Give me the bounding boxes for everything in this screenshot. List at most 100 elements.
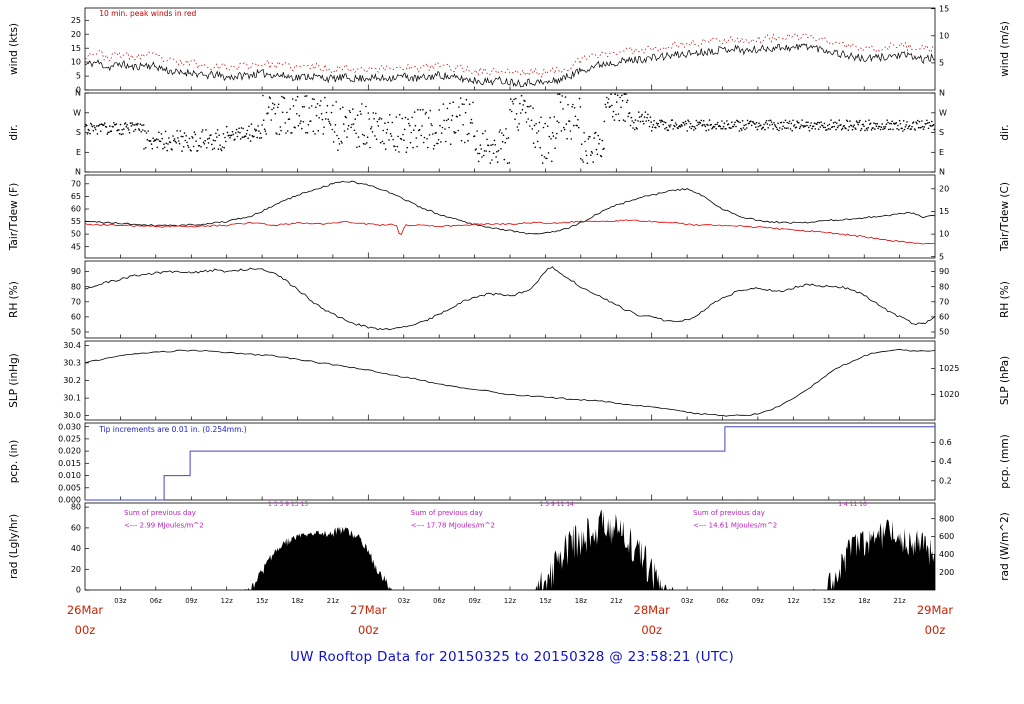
wind-direction-scatter: [84, 93, 936, 165]
xtick-minor-label: 06z: [716, 597, 729, 605]
ytick-left: 0.005: [58, 483, 81, 492]
ytick-left: 70: [71, 179, 81, 188]
xtick-minor-label: 21z: [893, 597, 906, 605]
ytick-left: 50: [71, 328, 81, 337]
axis-label-left: rad (Lgly/hr): [8, 514, 20, 579]
xtick-minor-label: 12z: [787, 597, 800, 605]
ytick-right: S: [939, 128, 944, 137]
ytick-left: 50: [71, 230, 81, 239]
ytick-left: 0: [76, 586, 81, 595]
xtick-minor-label: 15z: [823, 597, 836, 605]
axis-label-right: RH (%): [999, 281, 1011, 318]
xtick-minor-label: 21z: [610, 597, 623, 605]
axis-label-right: wind (m/s): [999, 21, 1011, 77]
xtick-major-hour: 00z: [641, 623, 662, 637]
panel-annotation: <--- 14.61 MJoules/m^2: [693, 521, 777, 529]
xtick-minor-label: 18z: [575, 597, 588, 605]
panel-annotation: 1 4 11 16: [838, 501, 867, 508]
ytick-left: 0.025: [58, 435, 81, 444]
ytick-left: 20: [71, 30, 81, 39]
xtick-minor-label: 15z: [256, 597, 269, 605]
xtick-minor-label: 18z: [291, 597, 304, 605]
ytick-left: 0.030: [58, 422, 81, 431]
ytick-right: 15: [939, 4, 949, 13]
xtick-minor-label: 03z: [681, 597, 694, 605]
xtick-major-date: 27Mar: [350, 603, 387, 617]
ytick-left: 0.010: [58, 471, 81, 480]
ytick-left: 60: [71, 205, 81, 214]
panel-slp: 30.0 30.1 30.2 30.3 30.4 1020 1025 SLP (inHg) SL…: [8, 340, 1011, 421]
ytick-left: 65: [71, 192, 81, 201]
relative-humidity-trace: [84, 266, 936, 331]
ytick-left: 30.4: [63, 341, 81, 350]
ytick-right: E: [939, 148, 944, 157]
ytick-right: 200: [939, 568, 954, 577]
xtick-major-date: 26Mar: [67, 603, 104, 617]
panel-annotation: Sum of previous day: [124, 509, 196, 517]
ytick-right: 70: [939, 297, 949, 306]
ytick-left: 30.1: [63, 394, 81, 403]
ytick-left: N: [75, 89, 81, 98]
axis-label-right: dir.: [999, 124, 1011, 140]
ytick-left: 0.020: [58, 447, 81, 456]
xtick-minor-label: 15z: [539, 597, 552, 605]
solar-radiation-area: [85, 509, 935, 590]
xtick-minor-label: 06z: [433, 597, 446, 605]
xtick-major-hour: 00z: [925, 623, 946, 637]
precip-accumulation-trace: [85, 426, 935, 501]
ytick-left: 30.3: [63, 359, 81, 368]
panel-rad: 0 20 40 60 80 200 400 600 800 rad (Lgly/hr) rad (W…: [8, 501, 1011, 595]
ytick-right: 0.4: [939, 457, 952, 466]
ytick-right: W: [939, 108, 947, 117]
ytick-right: 90: [939, 267, 949, 276]
ytick-left: 55: [71, 217, 81, 226]
ytick-right: 60: [939, 313, 949, 322]
axis-label-left: pcp. (in): [8, 440, 20, 484]
axis-label-right: Tair/Tdew (C): [999, 182, 1011, 252]
air-temperature-trace: [84, 180, 936, 235]
ytick-left: 45: [71, 242, 81, 251]
chart-title: UW Rooftop Data for 20150325 to 20150328…: [289, 649, 735, 665]
ytick-right: 15: [939, 207, 949, 216]
ytick-right: 50: [939, 328, 949, 337]
xtick-major-hour: 00z: [358, 623, 379, 637]
xtick-major-hour: 00z: [75, 623, 96, 637]
ytick-right: 5: [939, 59, 944, 68]
axis-label-left: RH (%): [8, 281, 20, 318]
ytick-left: 25: [71, 16, 81, 25]
ytick-left: 60: [71, 524, 81, 533]
dew-point-trace: [84, 219, 936, 245]
wind-speed-trace: [84, 43, 936, 88]
panel-wind: 0 5 10 15 20 25 5 10 15 wind (kts) wind (m/s) 10 mi…: [8, 4, 1011, 94]
ytick-right: 600: [939, 532, 954, 541]
ytick-left: 70: [71, 297, 81, 306]
ytick-right: 800: [939, 514, 954, 523]
ytick-left: 80: [71, 503, 81, 512]
panel-annotation: <--- 17.78 MJoules/m^2: [411, 521, 495, 529]
xtick-major-date: 28Mar: [634, 603, 671, 617]
axis-label-right: SLP (hPa): [999, 356, 1011, 405]
axis-label-left: SLP (inHg): [8, 353, 20, 408]
panel-annotation: Sum of previous day: [693, 509, 765, 517]
ytick-left: 0: [76, 86, 81, 95]
axis-label-left: wind (kts): [8, 23, 20, 75]
ytick-right: 80: [939, 282, 949, 291]
ytick-right: N: [939, 168, 945, 177]
ytick-right: 5: [939, 252, 944, 261]
ytick-left: 15: [71, 44, 81, 53]
panel-temp: 45 50 55 60 65 70 5 10 15 20 Tair/Tdew (F) Tair/Tde…: [8, 174, 1011, 261]
ytick-left: W: [73, 108, 81, 117]
axis-label-right: pcp. (mm): [999, 434, 1011, 488]
ytick-left: 5: [76, 72, 81, 81]
sea-level-pressure-trace: [84, 348, 936, 417]
ytick-left: 40: [71, 544, 81, 553]
x-axis: 03z 06z 09z 12z 15z 18z 21z 03z 06z 09z 12z 15z 18z 2…: [67, 597, 954, 637]
xtick-minor-label: 12z: [504, 597, 517, 605]
panel-annotation: 1 5 9 11 14: [540, 501, 575, 508]
ytick-right: N: [939, 89, 945, 98]
ytick-left: 0.015: [58, 459, 81, 468]
xtick-minor-label: 21z: [327, 597, 340, 605]
